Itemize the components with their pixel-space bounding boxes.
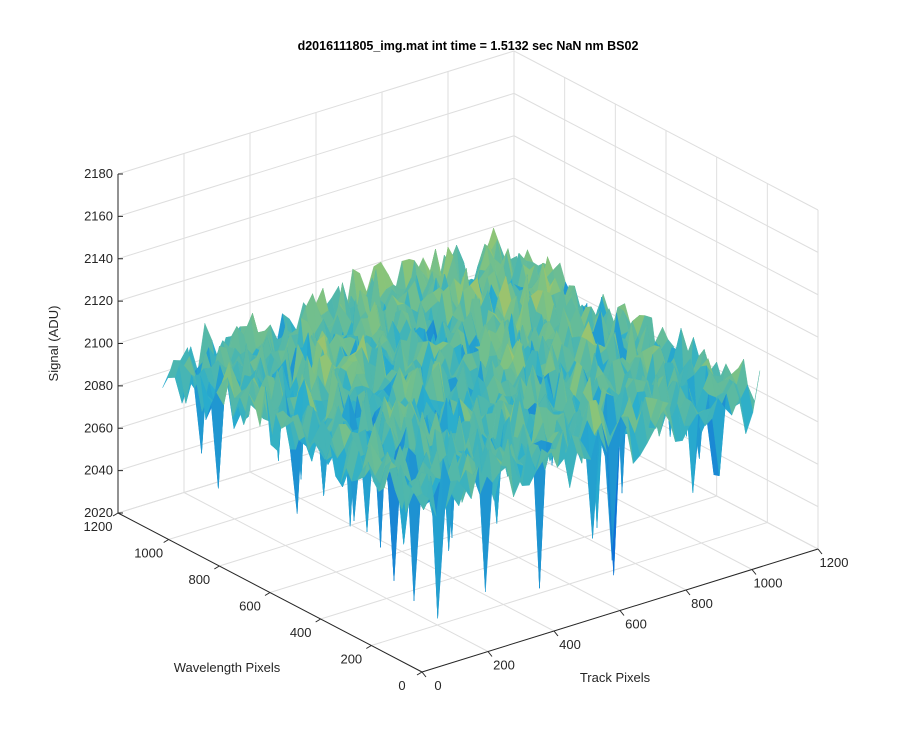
x-tick-label: 0 <box>434 678 441 693</box>
y-tick-label: 600 <box>239 599 261 614</box>
y-tick-label: 1200 <box>84 519 113 534</box>
y-tick <box>416 671 423 676</box>
x-tick <box>751 569 757 575</box>
axes <box>112 173 823 678</box>
z-tick-label: 2180 <box>84 166 113 181</box>
y-tick <box>163 539 169 543</box>
x-tick-label: 800 <box>691 596 713 611</box>
z-tick-label: 2060 <box>84 420 113 435</box>
x-tick <box>487 651 493 657</box>
x-tick <box>685 589 691 596</box>
z-tick-label: 2020 <box>84 505 113 520</box>
grid-line <box>320 495 717 620</box>
tick-labels: 0 200 400 600 800 1000 1200 0 200 400 600 800 1000 12… <box>84 166 849 693</box>
surface-plot <box>162 227 761 619</box>
surface-patch <box>479 476 493 592</box>
y-tick-label: 1000 <box>134 546 163 561</box>
grid-line <box>371 522 768 646</box>
x-tick-label: 600 <box>625 617 647 632</box>
y-tick <box>214 565 220 570</box>
x-tick <box>553 630 559 637</box>
grid-line <box>269 469 667 593</box>
y-tick <box>112 512 119 517</box>
y-tick-label: 200 <box>340 652 362 667</box>
z-tick-label: 2120 <box>84 293 113 308</box>
y-tick <box>315 618 321 623</box>
x-tick <box>619 610 625 616</box>
x-tick-label: 200 <box>493 658 515 673</box>
z-tick-label: 2080 <box>84 378 113 393</box>
y-axis-label: Wavelength Pixels <box>174 660 281 675</box>
x-tick <box>421 671 427 678</box>
y-tick <box>264 592 271 596</box>
z-tick-label: 2100 <box>84 336 113 351</box>
z-tick-label: 2040 <box>84 463 113 478</box>
y-tick-label: 800 <box>188 572 210 587</box>
y-tick <box>366 645 372 649</box>
surface-patch <box>210 392 224 489</box>
x-tick-label: 1000 <box>754 576 783 591</box>
chart-title: d2016111805_img.mat int time = 1.5132 se… <box>298 39 639 53</box>
y-tick-label: 400 <box>290 625 312 640</box>
y-tick-label: 0 <box>398 678 405 693</box>
x-tick-label: 400 <box>559 637 581 652</box>
z-axis-label: Signal (ADU) <box>46 306 61 382</box>
x-tick <box>817 548 823 555</box>
surface-patch <box>416 493 430 511</box>
x-axis-label: Track Pixels <box>580 670 651 685</box>
z-tick-label: 2140 <box>84 251 113 266</box>
z-tick-label: 2160 <box>84 208 113 223</box>
x-tick-label: 1200 <box>820 555 849 570</box>
